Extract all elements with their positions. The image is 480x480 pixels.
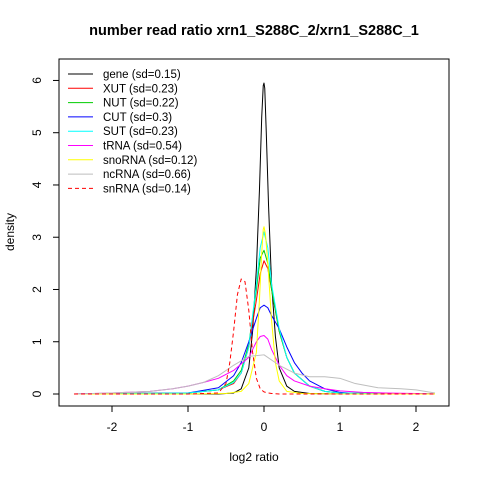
legend-label-1: XUT (sd=0.23) <box>103 83 178 95</box>
y-tick-label: 1 <box>30 338 44 345</box>
y-tick-label: 5 <box>30 129 44 136</box>
legend-label-3: CUT (sd=0.3) <box>103 112 172 124</box>
legend-label-5: tRNA (sd=0.54) <box>103 141 182 153</box>
legend-label-7: ncRNA (sd=0.66) <box>103 169 191 181</box>
y-tick-label: 3 <box>30 234 44 241</box>
series-line-6 <box>74 226 435 395</box>
y-tick-label: 0 <box>30 390 44 397</box>
series-layer <box>73 82 436 395</box>
x-axis-label: log2 ratio <box>229 450 279 464</box>
x-tick-label: -1 <box>183 420 194 434</box>
legend-label-4: SUT (sd=0.23) <box>103 126 178 138</box>
y-tick-label: 6 <box>30 77 44 84</box>
series-line-8 <box>74 278 435 395</box>
series-line-3 <box>73 304 436 395</box>
legend-label-6: snoRNA (sd=0.12) <box>103 155 197 167</box>
chart-title: number read ratio xrn1_S288C_2/xrn1_S288… <box>89 23 419 39</box>
y-axis: 0 1 2 3 4 5 6 <box>30 77 59 397</box>
legend-label-2: NUT (sd=0.22) <box>103 98 179 110</box>
series-line-1 <box>73 260 436 395</box>
x-tick-label: 1 <box>337 420 344 434</box>
series-line-2 <box>73 249 436 395</box>
legend-label-8: snRNA (sd=0.14) <box>103 183 191 195</box>
series-line-7 <box>73 354 436 395</box>
y-tick-label: 2 <box>30 286 44 293</box>
legend-label-0: gene (sd=0.15) <box>103 69 181 81</box>
series-line-0 <box>74 82 435 395</box>
x-axis: -2 -1 0 1 2 <box>107 406 420 434</box>
legend: gene (sd=0.15) XUT (sd=0.23) NUT (sd=0.22)… <box>68 69 197 195</box>
plot-frame <box>58 58 450 407</box>
y-axis-label: density <box>3 213 17 251</box>
x-tick-label: 0 <box>261 420 268 434</box>
x-tick-label: -2 <box>107 420 118 434</box>
x-tick-label: 2 <box>413 420 420 434</box>
y-tick-label: 4 <box>30 181 44 188</box>
